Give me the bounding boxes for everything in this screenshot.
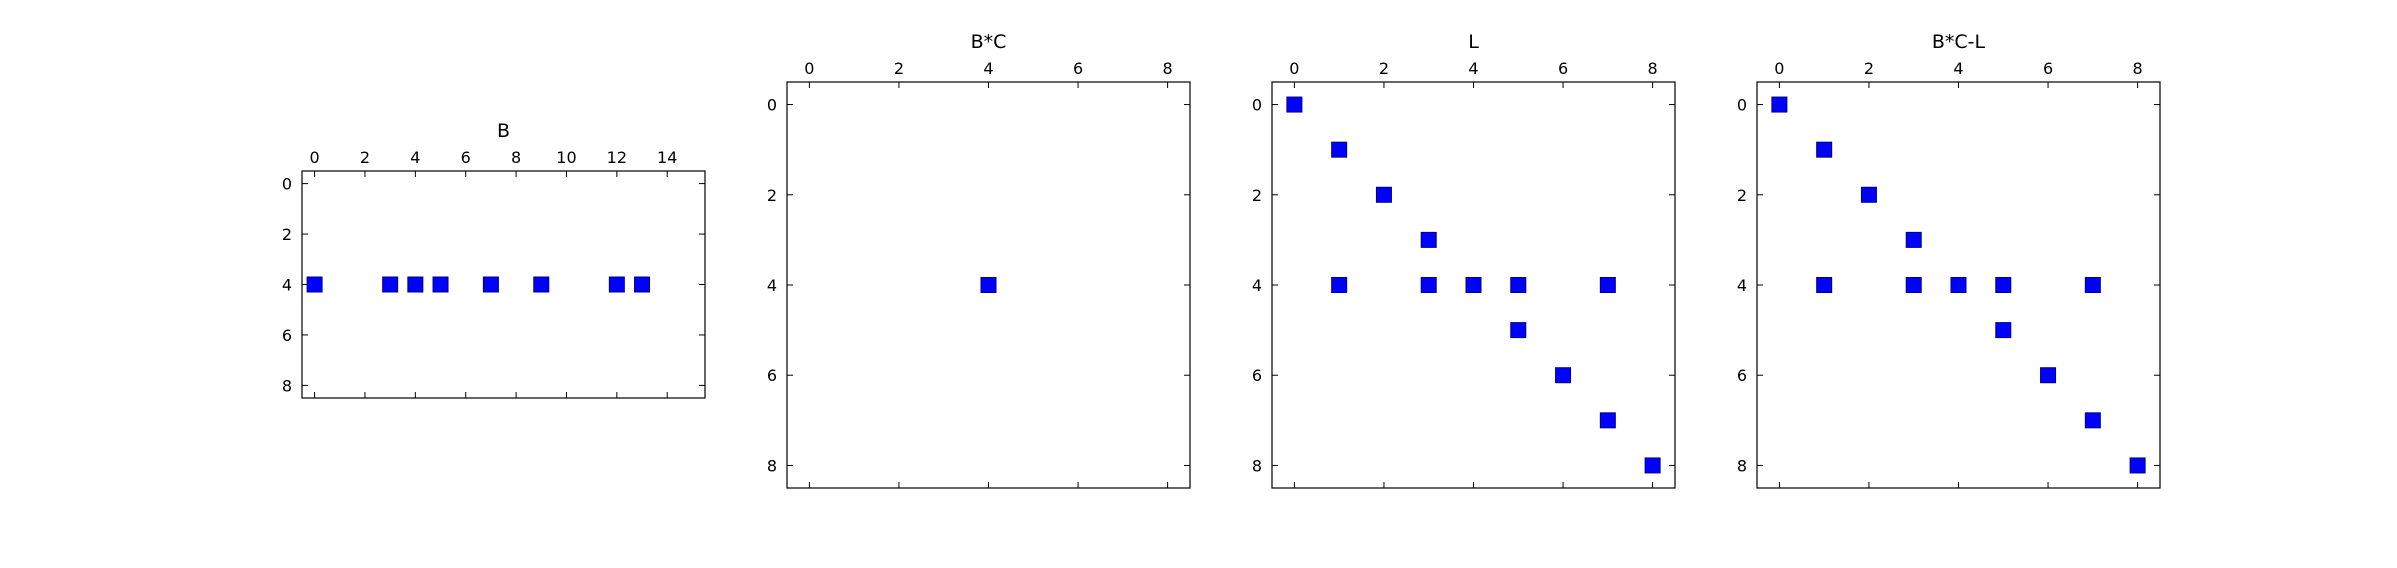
panel-l-marker (1331, 141, 1348, 158)
panel-l-marker (1510, 322, 1527, 339)
panel-l-marker (1420, 231, 1437, 248)
panel-b-times-c: 0 2 4 6 8 0 2 4 6 8 B*C (767, 31, 1191, 489)
panel-b-times-c-minus-l-marker (1950, 277, 1967, 293)
panel-b-marker (382, 276, 399, 293)
panel-l-marker (1465, 277, 1482, 293)
panel-b-times-c-minus-l-ytick-label: 6 (1737, 366, 1747, 385)
panel-b-times-c-minus-l-ytick-label: 2 (1737, 186, 1747, 205)
panel-b-times-c-minus-l-marker (1905, 277, 1922, 293)
panel-l-title: L (1468, 31, 1479, 53)
panel-b-marker (306, 276, 323, 293)
panel-b-times-c-minus-l-ytick-label: 4 (1737, 276, 1747, 295)
panel-b-times-c-minus-l-xtick-label: 8 (2133, 59, 2143, 78)
panel-l-marker (1510, 277, 1527, 293)
panel-b-xtick-label: 4 (410, 148, 420, 167)
panel-b-xtick-label: 10 (556, 148, 576, 167)
panel-b-times-c-title: B*C (971, 31, 1007, 53)
panel-b-times-c-minus-l-marker (1816, 277, 1833, 293)
panel-b-xtick-label: 0 (310, 148, 320, 167)
panel-b-times-c-xtick-label: 4 (983, 59, 993, 78)
panel-b-marker (634, 276, 651, 293)
panel-l-xtick-label: 6 (1558, 59, 1568, 78)
panel-l: 0 2 4 6 8 0 2 4 6 8 L (1252, 31, 1676, 489)
panel-b-xtick-label: 8 (511, 148, 521, 167)
panel-b-times-c-ytick-label: 4 (767, 276, 777, 295)
panel-b-times-c-minus-l-marker (1860, 186, 1877, 203)
panel-l-xtick-label: 2 (1379, 59, 1389, 78)
panel-b-xtick-label: 14 (657, 148, 677, 167)
panel-b-times-c-marker (980, 277, 997, 293)
panel-b-times-c-minus-l-title: B*C-L (1932, 31, 1986, 53)
panel-l-marker (1286, 96, 1303, 113)
panel-l-marker (1375, 186, 1392, 203)
panel-l-marker (1599, 277, 1616, 293)
panel-b-title: B (497, 120, 510, 142)
panel-b-times-c-minus-l-marker (1816, 141, 1833, 158)
panel-b-ytick-label: 4 (282, 276, 292, 295)
panel-l-ytick-label: 8 (1252, 456, 1262, 475)
panel-l-xtick-label: 0 (1289, 59, 1299, 78)
panel-b-times-c-minus-l-xtick-label: 2 (1864, 59, 1874, 78)
panel-b-times-c-xtick-label: 2 (894, 59, 904, 78)
panel-b-times-c-minus-l: 0 2 4 6 8 0 2 4 6 8 B*C-L (1737, 31, 2161, 489)
panel-b-times-c-minus-l-ytick-label: 0 (1737, 96, 1747, 115)
panel-b-times-c-minus-l-xtick-label: 0 (1774, 59, 1784, 78)
panel-b-ytick-label: 2 (282, 225, 292, 244)
panel-b-times-c-minus-l-marker (1771, 96, 1788, 113)
panel-b-times-c-ytick-label: 6 (767, 366, 777, 385)
panel-b-times-c-xtick-label: 6 (1073, 59, 1083, 78)
panel-b-times-c-minus-l-marker (1905, 231, 1922, 248)
panel-b-xtick-label: 12 (607, 148, 627, 167)
panel-b-times-c-minus-l-marker (1995, 322, 2012, 339)
panel-b-marker (482, 276, 499, 293)
panel-b-marker (608, 276, 625, 293)
panel-l-marker (1331, 277, 1348, 293)
panel-l-xtick-label: 8 (1648, 59, 1658, 78)
panel-b-times-c-minus-l-marker (2040, 367, 2057, 384)
panel-l-marker (1599, 412, 1616, 429)
panel-l-ytick-label: 2 (1252, 186, 1262, 205)
panel-b-times-c-minus-l-marker (2129, 457, 2146, 474)
panel-b-times-c-ytick-label: 8 (767, 456, 777, 475)
panel-b-marker (533, 276, 550, 293)
panel-b-times-c-xtick-label: 0 (804, 59, 814, 78)
panel-b-ytick-label: 6 (282, 326, 292, 345)
panel-b-times-c-ytick-label: 2 (767, 186, 777, 205)
panel-b-xtick-label: 2 (360, 148, 370, 167)
panel-l-marker (1420, 277, 1437, 293)
panel-l-ytick-label: 0 (1252, 96, 1262, 115)
panel-b-marker (432, 276, 449, 293)
panel-b-ytick-label: 0 (282, 175, 292, 194)
panel-b-times-c-ytick-label: 0 (767, 96, 777, 115)
panel-b-times-c-minus-l-marker (2084, 277, 2101, 293)
panel-b-times-c-xtick-label: 8 (1163, 59, 1173, 78)
panel-l-marker (1555, 367, 1572, 384)
panel-l-xtick-label: 4 (1468, 59, 1478, 78)
panel-b-times-c-minus-l-xtick-label: 4 (1953, 59, 1963, 78)
panel-l-ytick-label: 6 (1252, 366, 1262, 385)
panel-b-times-c-minus-l-xtick-label: 6 (2043, 59, 2053, 78)
panel-b-marker (407, 276, 424, 293)
panel-b-times-c-minus-l-ytick-label: 8 (1737, 456, 1747, 475)
panel-b-ytick-label: 8 (282, 376, 292, 395)
panel-b-xtick-label: 6 (461, 148, 471, 167)
panel-b-times-c-minus-l-marker (2084, 412, 2101, 429)
panel-l-ytick-label: 4 (1252, 276, 1262, 295)
panel-b-times-c-minus-l-marker (1995, 277, 2012, 293)
panel-l-marker (1644, 457, 1661, 474)
